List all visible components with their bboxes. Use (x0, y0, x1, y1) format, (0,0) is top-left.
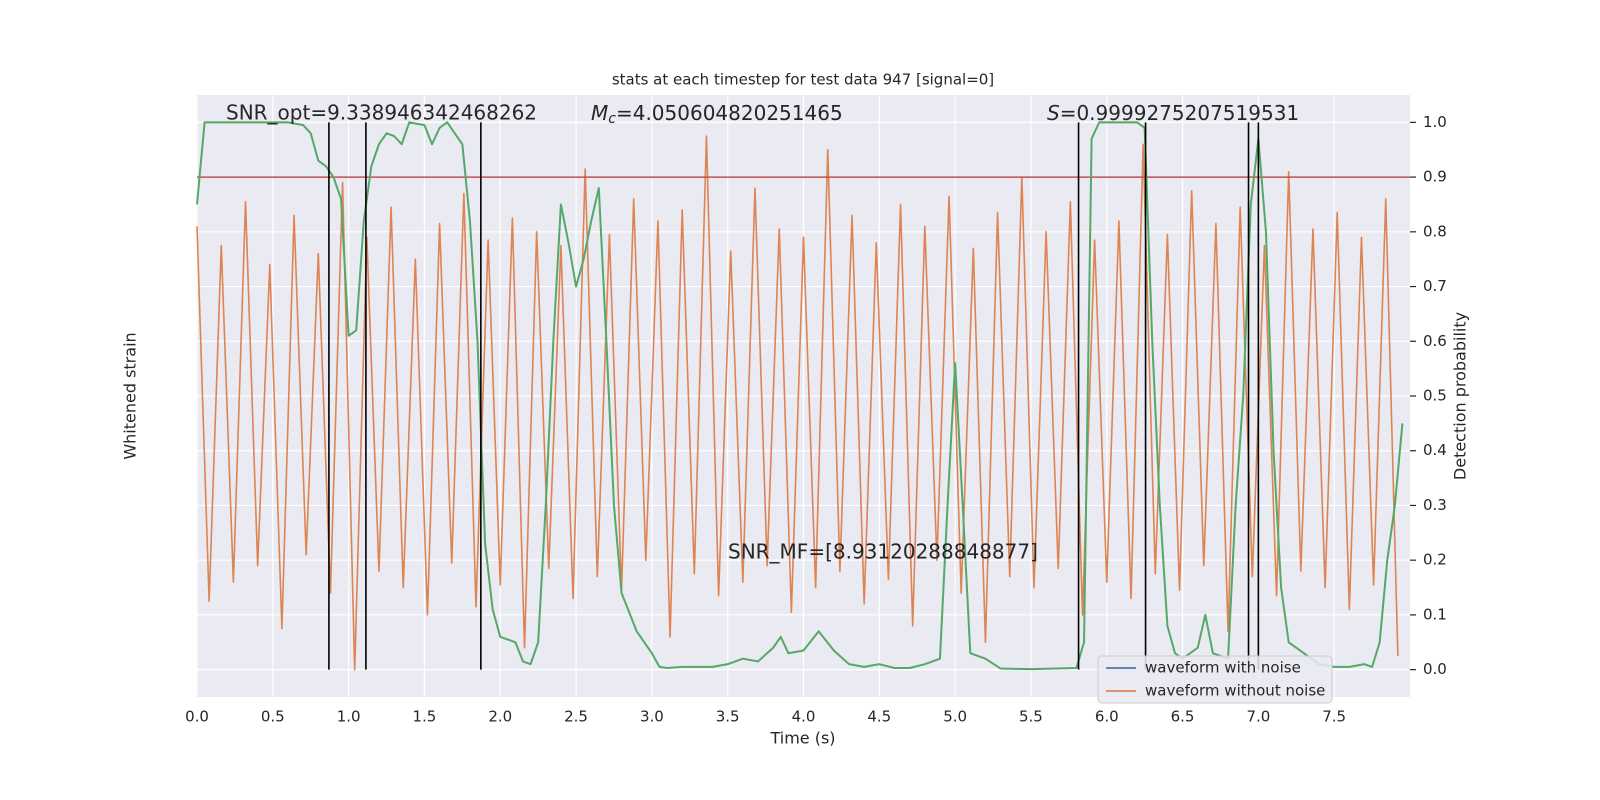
y2-tick-label: 0.4 (1423, 441, 1447, 459)
annotation: SNR_opt=9.338946342468262 (226, 101, 537, 125)
x-tick-label: 2.0 (488, 708, 512, 726)
x-tick-label: 4.0 (792, 708, 816, 726)
y2-tick-label: 0.5 (1423, 387, 1447, 405)
probability-line (196, 121, 1404, 671)
x-tick-label: 7.5 (1322, 708, 1346, 726)
chart-title: stats at each timestep for test data 947… (612, 71, 994, 89)
y2-tick-label: 1.0 (1423, 113, 1447, 131)
annotation: S=0.9999275207519531 (1047, 101, 1299, 125)
y2-tick-label: 0.8 (1423, 222, 1447, 240)
y2-tick-label: 0.6 (1423, 332, 1447, 350)
y2-tick-label: 0.9 (1423, 168, 1447, 186)
y2-tick-label: 0.7 (1423, 277, 1447, 295)
x-tick-label: 1.0 (337, 708, 361, 726)
y2-tick-label: 0.3 (1423, 496, 1447, 514)
y-axis-label: Whitened strain (121, 332, 140, 459)
x-tick-label: 1.5 (413, 708, 437, 726)
x-tick-label: 4.5 (867, 708, 891, 726)
y2-tick-label: 0.2 (1423, 551, 1447, 569)
legend-box (1097, 655, 1333, 704)
x-tick-label: 0.0 (185, 708, 209, 726)
waveform-line (196, 135, 1399, 671)
x-tick-label: 5.5 (1019, 708, 1043, 726)
x-tick-label: 6.5 (1171, 708, 1195, 726)
y2-axis-label: Detection probability (1451, 312, 1470, 480)
x-tick-label: 6.0 (1095, 708, 1119, 726)
x-tick-label: 3.0 (640, 708, 664, 726)
x-tick-label: 7.0 (1246, 708, 1270, 726)
y2-tick-label: 0.1 (1423, 605, 1447, 623)
annotation: SNR_MF=[8.93120288848877] (728, 540, 1038, 564)
legend-label: waveform without noise (1145, 682, 1325, 700)
x-axis-label: Time (s) (769, 729, 835, 748)
x-tick-label: 3.5 (716, 708, 740, 726)
y2-tick-label: 0.0 (1423, 660, 1447, 678)
x-tick-label: 0.5 (261, 708, 285, 726)
x-tick-label: 5.0 (943, 708, 967, 726)
x-tick-label: 2.5 (564, 708, 588, 726)
annotation: Mc=4.050604820251465 (591, 101, 843, 128)
legend-label: waveform with noise (1145, 659, 1301, 677)
